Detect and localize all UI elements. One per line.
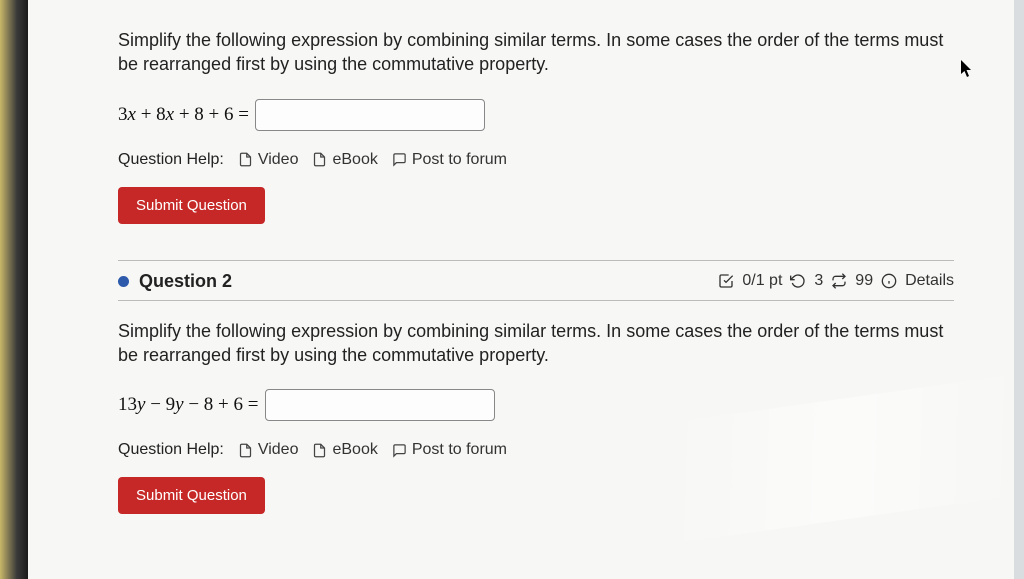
question-2-title-wrap: Question 2 xyxy=(118,271,232,292)
question-2-expression-row: 13y − 9y − 8 + 6 = xyxy=(118,389,954,421)
ebook-label: eBook xyxy=(332,151,377,169)
mouse-cursor-icon xyxy=(960,60,974,78)
page-icon xyxy=(238,152,253,167)
question-1-help-row: Question Help: Video eBook Post to forum xyxy=(118,151,954,169)
question-2-prompt: Simplify the following expression by com… xyxy=(118,319,954,368)
ebook-link[interactable]: eBook xyxy=(312,151,377,169)
forum-label: Post to forum xyxy=(412,151,507,169)
video-label: Video xyxy=(258,441,299,459)
question-1-expression: 3x + 8x + 8 + 6 = xyxy=(118,104,249,126)
ebook-label: eBook xyxy=(332,441,377,459)
details-link[interactable]: Details xyxy=(905,272,954,290)
video-link[interactable]: Video xyxy=(238,441,299,459)
question-2-help-row: Question Help: Video eBook Post to forum xyxy=(118,441,954,459)
page-icon xyxy=(238,443,253,458)
status-dot xyxy=(118,276,129,287)
chat-icon xyxy=(392,152,407,167)
submit-question-2-button[interactable]: Submit Question xyxy=(118,477,265,514)
question-2-title: Question 2 xyxy=(139,271,232,292)
help-label: Question Help: xyxy=(118,441,224,459)
help-label: Question Help: xyxy=(118,151,224,169)
forum-label: Post to forum xyxy=(412,441,507,459)
question-1-prompt: Simplify the following expression by com… xyxy=(118,28,954,77)
question-2-meta: 0/1 pt 3 99 Details xyxy=(718,272,954,290)
question-2-body: Simplify the following expression by com… xyxy=(118,319,954,533)
checkbox-icon xyxy=(718,273,734,289)
page-icon xyxy=(312,443,327,458)
retry-icon xyxy=(790,273,806,289)
submit-question-1-button[interactable]: Submit Question xyxy=(118,187,265,224)
quiz-page: Simplify the following expression by com… xyxy=(28,0,1014,579)
question-2-answer-input[interactable] xyxy=(265,389,495,421)
question-2-header: Question 2 0/1 pt 3 99 Details xyxy=(118,261,954,301)
reattempt-icon xyxy=(831,273,847,289)
page-icon xyxy=(312,152,327,167)
forum-link[interactable]: Post to forum xyxy=(392,441,507,459)
ebook-link[interactable]: eBook xyxy=(312,441,377,459)
score-text: 0/1 pt xyxy=(742,272,782,290)
retry-count: 3 xyxy=(814,272,823,290)
monitor-bezel-right xyxy=(1014,0,1024,579)
monitor-bezel-left xyxy=(0,0,28,579)
video-label: Video xyxy=(258,151,299,169)
question-1-answer-input[interactable] xyxy=(255,99,485,131)
info-icon xyxy=(881,273,897,289)
question-1-expression-row: 3x + 8x + 8 + 6 = xyxy=(118,99,954,131)
video-link[interactable]: Video xyxy=(238,151,299,169)
attempts-total: 99 xyxy=(855,272,873,290)
forum-link[interactable]: Post to forum xyxy=(392,151,507,169)
question-1-body: Simplify the following expression by com… xyxy=(118,0,954,242)
chat-icon xyxy=(392,443,407,458)
question-2-expression: 13y − 9y − 8 + 6 = xyxy=(118,394,259,416)
